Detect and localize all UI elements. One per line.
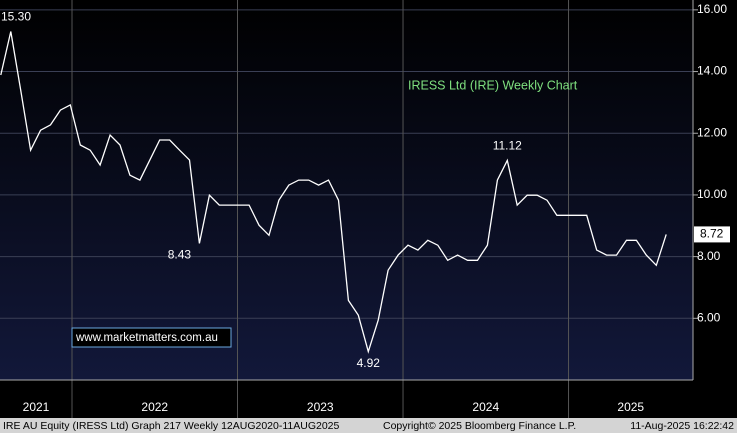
footer-bar — [0, 418, 737, 433]
y-tick-label: 10.00 — [697, 187, 727, 201]
x-tick-label: 2021 — [23, 400, 50, 414]
y-tick-label: 12.00 — [697, 125, 727, 139]
last-price-label: 8.72 — [700, 227, 724, 241]
footer-copyright: Copyright© 2025 Bloomberg Finance L.P. — [383, 420, 576, 432]
y-axis-band — [693, 0, 737, 418]
y-tick-label: 8.00 — [697, 249, 721, 263]
last-price-tag — [694, 226, 730, 243]
price-line — [0, 31, 667, 354]
chart-title: IRESS Ltd (IRE) Weekly Chart — [408, 78, 578, 92]
footer-left: IRE AU Equity (IRESS Ltd) Graph 217 Week… — [3, 420, 340, 432]
y-tick-label: 16.00 — [697, 2, 727, 16]
plot-background — [0, 0, 693, 380]
x-tick-label: 2023 — [307, 400, 334, 414]
x-tick-label: 2025 — [617, 400, 644, 414]
annotation: 4.92 — [357, 356, 381, 370]
watermark-box — [71, 327, 232, 348]
annotation: 8.43 — [168, 248, 192, 262]
x-axis-band — [0, 380, 693, 418]
y-tick-label: 6.00 — [697, 310, 721, 324]
x-tick-label: 2024 — [472, 400, 499, 414]
annotation: 11.12 — [493, 139, 522, 153]
watermark: www.marketmatters.com.au — [75, 332, 218, 344]
annotation: 15.30 — [1, 10, 31, 24]
x-tick-label: 2022 — [141, 400, 168, 414]
footer-time: 11-Aug-2025 16:22:42 — [630, 420, 734, 432]
y-tick-label: 14.00 — [697, 64, 727, 78]
